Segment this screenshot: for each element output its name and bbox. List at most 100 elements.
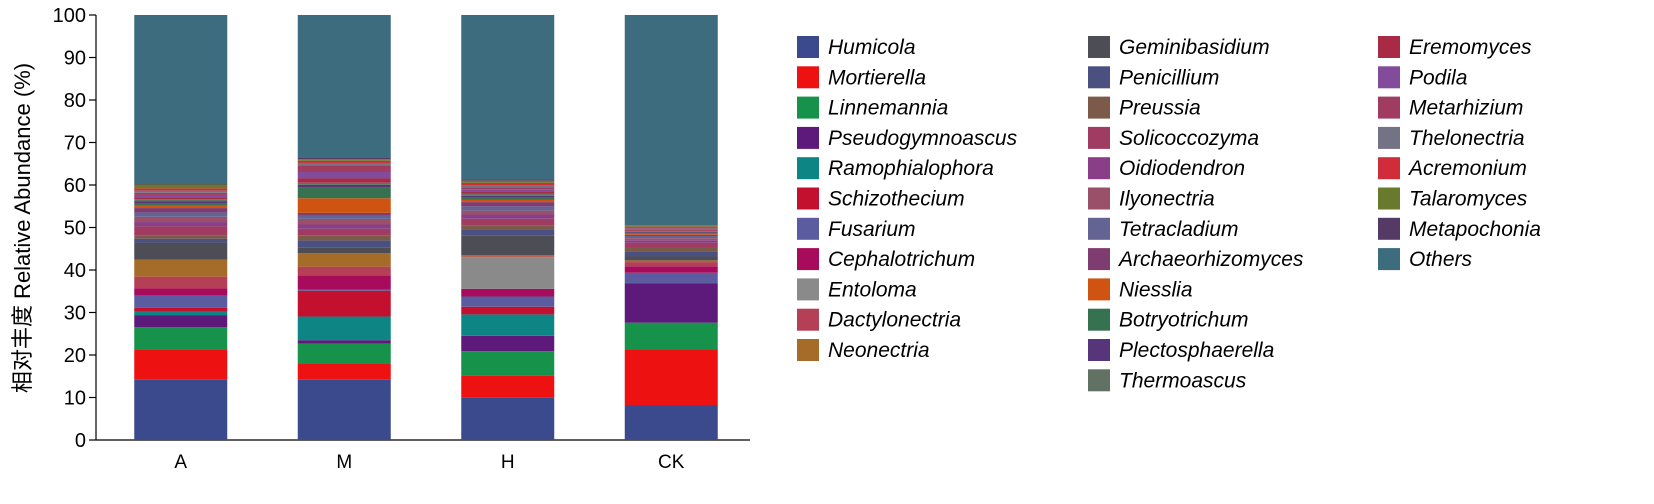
- legend-item: Oidiodendron: [1088, 157, 1245, 180]
- legend-label: Entoloma: [828, 278, 917, 301]
- legend-swatch: [1378, 187, 1400, 210]
- bar-segment-acremonium: [134, 188, 228, 191]
- bar-segment-dactylonectria: [297, 266, 391, 276]
- bar-segment-humicola: [461, 397, 555, 440]
- bar-segment-metarhizium: [297, 165, 391, 173]
- legend-label: Thelonectria: [1409, 127, 1525, 150]
- legend-label: Cephalotrichum: [828, 248, 975, 271]
- bar-segment-archaeorhizomyces: [134, 208, 228, 213]
- bar-segment-fusarium: [134, 295, 228, 308]
- legend-item: Linnemannia: [797, 96, 948, 120]
- x-tick-label: CK: [658, 452, 685, 473]
- bar-segment-others: [461, 15, 555, 180]
- bar-segment-ilyonectria: [461, 210, 555, 215]
- legend-item: Geminibasidium: [1088, 36, 1270, 59]
- legend-label: Others: [1409, 248, 1473, 271]
- bar-segment-dactylonectria: [624, 262, 718, 267]
- y-axis-title-group: 相对丰度 Relative Abundance (%): [10, 63, 35, 393]
- legend-item: Entoloma: [797, 278, 917, 301]
- legend-label: Metapochonia: [1409, 218, 1541, 241]
- legend-label: Tetracladium: [1119, 218, 1238, 241]
- legend-item: Tetracladium: [1088, 217, 1238, 241]
- bar-segment-dactylonectria: [461, 256, 555, 258]
- bar-segment-talaromyces: [624, 225, 718, 227]
- bar-segment-botryotrichum: [134, 203, 228, 206]
- bar-segment-neonectria: [461, 255, 555, 257]
- legend-item: Dactylonectria: [797, 308, 961, 332]
- legend-swatch: [797, 157, 819, 180]
- legend-item: Thelonectria: [1378, 127, 1525, 150]
- legend-swatch: [1088, 278, 1110, 301]
- bar-segment-acremonium: [297, 160, 391, 163]
- bar-segment-solicoccozyma: [297, 228, 391, 236]
- legend-item: Archaeorhizomyces: [1088, 248, 1304, 271]
- bar-segment-metapochonia: [461, 179, 555, 181]
- bar-segment-neonectria: [624, 260, 718, 263]
- bar-segment-oidiodendron: [134, 222, 228, 227]
- bar-segment-podila: [134, 194, 228, 198]
- bar-segment-podila: [461, 189, 555, 192]
- bar-segment-cephalotrichum: [297, 275, 391, 290]
- legend-label: Geminibasidium: [1119, 36, 1270, 59]
- bar-segment-pseudogymnoascus: [297, 340, 391, 344]
- legend-swatch: [1088, 308, 1110, 331]
- bar-segment-plectosphaerella: [624, 231, 718, 233]
- bar-stack-ck: [624, 15, 718, 440]
- bar-segment-plectosphaerella: [297, 184, 391, 188]
- bar-segment-acremonium: [461, 182, 555, 185]
- bar-segment-geminibasidium: [624, 256, 718, 261]
- legend-label: Talaromyces: [1409, 188, 1528, 211]
- bar-segment-niesslia: [461, 199, 555, 203]
- bar-stack-h: [461, 15, 555, 440]
- bar-segment-archaeorhizomyces: [297, 212, 391, 216]
- legend-item: Talaromyces: [1378, 187, 1528, 211]
- legend-swatch: [1088, 187, 1110, 210]
- legend-item: Metarhizium: [1378, 96, 1523, 120]
- bar-stack-a: [134, 15, 228, 440]
- bar-segment-preussia: [624, 247, 718, 252]
- bar-segment-humicola: [297, 379, 391, 440]
- legend-label: Archaeorhizomyces: [1117, 248, 1304, 271]
- bar-segment-mortierella: [624, 349, 718, 406]
- legend-swatch: [797, 217, 819, 240]
- bar-segment-eremomyces: [624, 230, 718, 231]
- bar-segment-preussia: [134, 235, 228, 239]
- bar-segment-preussia: [461, 225, 555, 230]
- bar-segment-linnemannia: [461, 351, 555, 376]
- bar-segment-fusarium: [461, 296, 555, 307]
- y-tick-label: 0: [75, 430, 86, 452]
- legend: Humicola Mortierella Linnemannia Pseudogymn…: [797, 36, 1541, 392]
- legend-item: Niesslia: [1088, 278, 1193, 301]
- bar-segment-others: [624, 15, 718, 226]
- bar-segment-preussia: [297, 235, 391, 241]
- bar-segment-tetracladium: [134, 212, 228, 217]
- bar-segment-botryotrichum: [461, 197, 555, 200]
- bar-segment-niesslia: [624, 233, 718, 235]
- bar-segment-metapochonia: [297, 157, 391, 160]
- legend-swatch: [797, 96, 819, 119]
- bar-segment-thelonectria: [461, 185, 555, 188]
- legend-item: Ilyonectria: [1088, 187, 1215, 211]
- bar-segment-archaeorhizomyces: [461, 202, 555, 207]
- legend-label: Mortierella: [828, 66, 926, 89]
- bar-segment-plectosphaerella: [461, 195, 555, 198]
- legend-swatch: [797, 308, 819, 331]
- bar-segment-penicillium: [297, 240, 391, 248]
- x-axis-labels: A M H CK: [174, 452, 684, 473]
- legend-swatch: [1378, 157, 1400, 180]
- y-tick-label: 100: [53, 5, 86, 27]
- bar-segment-thermoascus: [297, 182, 391, 185]
- bar-segment-penicillium: [461, 229, 555, 236]
- y-tick-label: 80: [64, 90, 86, 112]
- legend-label: Fusarium: [828, 218, 916, 241]
- legend-swatch: [797, 187, 819, 210]
- bar-segment-tetracladium: [461, 206, 555, 211]
- legend-label: Eremomyces: [1409, 36, 1532, 59]
- bar-segment-thermoascus: [134, 199, 228, 202]
- bar-segment-eremomyces: [134, 197, 228, 200]
- legend-swatch: [797, 126, 819, 149]
- legend-swatch: [1378, 36, 1400, 58]
- x-tick-label: H: [501, 452, 515, 473]
- bar-segment-pseudogymnoascus: [134, 315, 228, 328]
